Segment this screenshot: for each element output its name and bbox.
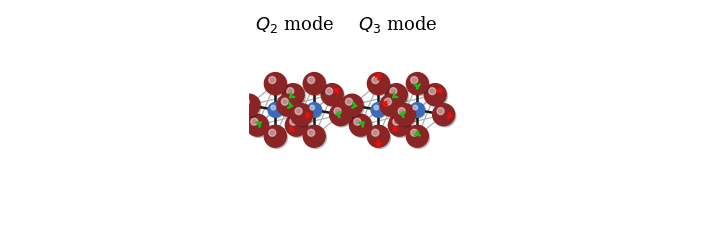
Circle shape — [367, 125, 390, 147]
Circle shape — [433, 104, 454, 126]
Circle shape — [388, 114, 411, 136]
Circle shape — [286, 115, 309, 137]
Circle shape — [269, 76, 276, 84]
Circle shape — [390, 88, 397, 95]
Circle shape — [393, 118, 400, 125]
Circle shape — [277, 94, 299, 116]
Circle shape — [411, 129, 418, 136]
Circle shape — [331, 105, 353, 127]
Circle shape — [408, 127, 430, 149]
Circle shape — [265, 127, 288, 149]
Circle shape — [251, 118, 258, 125]
Circle shape — [323, 85, 345, 107]
Circle shape — [305, 74, 326, 96]
Circle shape — [308, 129, 315, 136]
Circle shape — [310, 105, 315, 110]
Circle shape — [369, 127, 390, 149]
Circle shape — [239, 95, 261, 117]
Circle shape — [321, 84, 343, 106]
Circle shape — [342, 95, 364, 117]
Circle shape — [374, 105, 379, 110]
Circle shape — [265, 73, 286, 95]
Circle shape — [406, 125, 428, 147]
Circle shape — [246, 114, 268, 136]
Circle shape — [282, 84, 304, 106]
Circle shape — [372, 104, 387, 118]
Text: $Q_2$ mode: $Q_2$ mode — [255, 14, 334, 35]
Circle shape — [329, 104, 352, 126]
Circle shape — [395, 105, 417, 127]
Circle shape — [305, 127, 326, 149]
Circle shape — [269, 129, 276, 136]
Circle shape — [380, 94, 402, 116]
Circle shape — [292, 105, 314, 127]
Circle shape — [398, 108, 405, 115]
Circle shape — [271, 105, 276, 110]
Circle shape — [290, 118, 297, 125]
Circle shape — [354, 118, 361, 125]
Circle shape — [307, 103, 321, 117]
Circle shape — [385, 84, 407, 106]
Circle shape — [238, 94, 260, 116]
Circle shape — [434, 105, 456, 127]
Circle shape — [371, 103, 386, 117]
Circle shape — [341, 94, 363, 116]
Circle shape — [265, 74, 288, 96]
Circle shape — [371, 129, 379, 136]
Circle shape — [390, 115, 411, 137]
Circle shape — [334, 108, 341, 115]
Circle shape — [437, 108, 444, 115]
Circle shape — [425, 84, 446, 106]
Circle shape — [326, 88, 333, 95]
Circle shape — [381, 95, 403, 117]
Circle shape — [371, 76, 379, 84]
Circle shape — [303, 73, 325, 95]
Circle shape — [303, 125, 325, 147]
Circle shape — [410, 103, 425, 117]
Circle shape — [291, 104, 313, 126]
Circle shape — [351, 115, 373, 137]
Circle shape — [345, 98, 353, 105]
Circle shape — [369, 74, 390, 96]
Circle shape — [242, 98, 249, 105]
Circle shape — [350, 114, 371, 136]
Circle shape — [425, 85, 448, 107]
Circle shape — [268, 103, 283, 117]
Circle shape — [286, 114, 308, 136]
Circle shape — [269, 104, 284, 118]
Circle shape — [281, 98, 289, 105]
Circle shape — [387, 85, 409, 107]
Circle shape — [406, 73, 428, 95]
Circle shape — [411, 104, 425, 118]
Circle shape — [408, 74, 430, 96]
Circle shape — [265, 125, 286, 147]
Circle shape — [248, 115, 270, 137]
Circle shape — [284, 85, 305, 107]
Text: $Q_3$ mode: $Q_3$ mode — [358, 14, 438, 35]
Circle shape — [278, 95, 300, 117]
Circle shape — [308, 76, 315, 84]
Circle shape — [429, 88, 435, 95]
Circle shape — [286, 88, 294, 95]
Circle shape — [411, 76, 418, 84]
Circle shape — [385, 98, 391, 105]
Circle shape — [367, 73, 390, 95]
Circle shape — [308, 104, 323, 118]
Circle shape — [394, 104, 416, 126]
Circle shape — [413, 105, 417, 110]
Circle shape — [295, 108, 302, 115]
